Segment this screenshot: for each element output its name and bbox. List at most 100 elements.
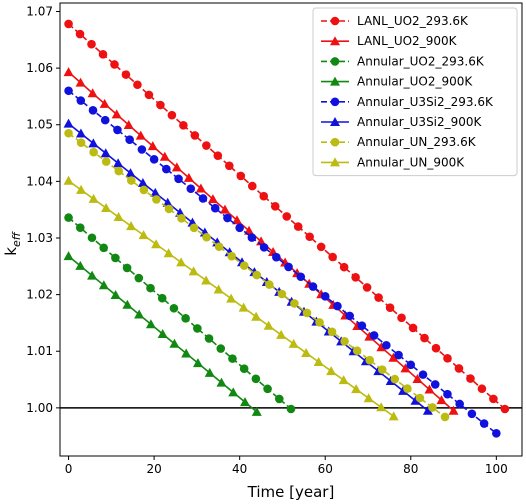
x-tick-label: 60: [318, 462, 333, 476]
data-point: [228, 387, 239, 397]
data-point: [239, 364, 249, 374]
data-point: [436, 395, 447, 405]
data-point: [89, 147, 98, 157]
data-point: [100, 148, 111, 158]
data-point: [88, 106, 98, 115]
data-point: [192, 358, 203, 368]
data-point: [415, 393, 425, 403]
data-point: [198, 194, 208, 203]
legend-label: Annular_U3Si2_900K: [357, 115, 483, 129]
data-point: [113, 158, 124, 168]
data-point: [259, 243, 269, 252]
ticks-layer: 0 20 40 60 80 100 1.00 1.01 1.02 1.03 1.04 1.05 1.06…: [26, 4, 508, 476]
data-point: [424, 384, 435, 394]
data-point: [376, 342, 387, 352]
legend-entry-Annular_UO2_900K: Annular_UO2_900K: [321, 75, 473, 89]
y-tick-label: 1.07: [26, 4, 53, 18]
data-point: [75, 77, 86, 87]
data-point: [400, 363, 411, 373]
data-point: [99, 243, 108, 253]
data-point: [377, 365, 387, 374]
legend-marker: [330, 36, 340, 46]
data-point: [110, 60, 119, 69]
data-point: [296, 272, 306, 282]
data-point: [98, 280, 109, 290]
data-point: [162, 164, 171, 174]
data-point: [193, 324, 202, 333]
data-point: [156, 100, 165, 110]
data-point: [301, 347, 312, 357]
data-point: [263, 384, 272, 394]
data-point: [467, 409, 477, 419]
data-point: [64, 213, 73, 222]
data-point: [213, 151, 223, 160]
data-point: [159, 151, 170, 161]
data-point: [177, 214, 186, 223]
data-point: [352, 346, 362, 356]
data-point: [374, 293, 383, 302]
data-point: [202, 141, 211, 150]
legend-entry-LANL_UO2_293.6K: LANL_UO2_293.6K: [321, 14, 469, 28]
data-point: [122, 299, 133, 309]
legend-label: Annular_U3Si2_293.6K: [357, 95, 494, 109]
series-Annular_UO2_293.6K: [64, 213, 296, 414]
data-point: [87, 233, 97, 243]
legend-label: Annular_UN_293.6K: [357, 135, 477, 149]
data-point: [410, 395, 421, 405]
data-point: [137, 178, 148, 188]
data-point: [183, 172, 194, 182]
data-point: [188, 266, 199, 276]
data-point: [247, 233, 257, 242]
data-point: [195, 183, 206, 193]
data-point: [210, 203, 220, 213]
data-point: [88, 193, 99, 203]
y-tick-label: 1.06: [26, 61, 53, 75]
data-point: [164, 204, 174, 214]
data-point: [238, 302, 249, 312]
y-tick-label: 1.01: [26, 344, 53, 358]
series-Annular_UN_900K: [63, 175, 399, 421]
data-point: [339, 262, 349, 272]
x-tick-label: 40: [232, 462, 247, 476]
data-point: [190, 131, 200, 140]
data-point: [169, 303, 179, 313]
data-point: [272, 252, 281, 262]
data-point: [489, 394, 498, 404]
data-point: [75, 223, 85, 232]
x-tick-label: 20: [146, 462, 161, 476]
data-point: [204, 367, 215, 377]
data-point: [162, 197, 173, 207]
data-point: [408, 323, 418, 333]
data-point: [397, 313, 406, 323]
data-point: [216, 377, 227, 387]
data-point: [98, 50, 108, 59]
x-tick-label: 80: [403, 462, 418, 476]
data-point: [157, 293, 167, 303]
data-point: [202, 232, 211, 242]
data-point: [149, 154, 159, 164]
data-point: [225, 161, 234, 171]
data-point: [431, 343, 441, 353]
data-point: [111, 253, 120, 263]
data-point: [126, 221, 137, 231]
data-point: [313, 357, 324, 367]
series-LANL_UO2_293.6K: [64, 19, 510, 414]
legend-marker: [330, 137, 340, 147]
y-axis-label: keff: [2, 231, 23, 255]
data-point: [302, 308, 312, 318]
data-point: [308, 282, 318, 291]
data-point: [418, 370, 428, 379]
data-point: [252, 270, 262, 280]
data-point: [122, 263, 132, 273]
legend-marker: [330, 16, 340, 26]
legend-entry-Annular_U3Si2_293.6K: Annular_U3Si2_293.6K: [321, 95, 494, 109]
data-point: [406, 360, 416, 370]
data-point: [440, 412, 450, 422]
legend-label: Annular_UN_900K: [357, 155, 465, 169]
data-point: [76, 138, 86, 147]
legend-entry-Annular_U3Si2_900K: Annular_U3Si2_900K: [321, 115, 483, 129]
legend-label: Annular_UO2_293.6K: [357, 54, 485, 68]
data-point: [333, 301, 342, 311]
data-point: [113, 212, 124, 222]
